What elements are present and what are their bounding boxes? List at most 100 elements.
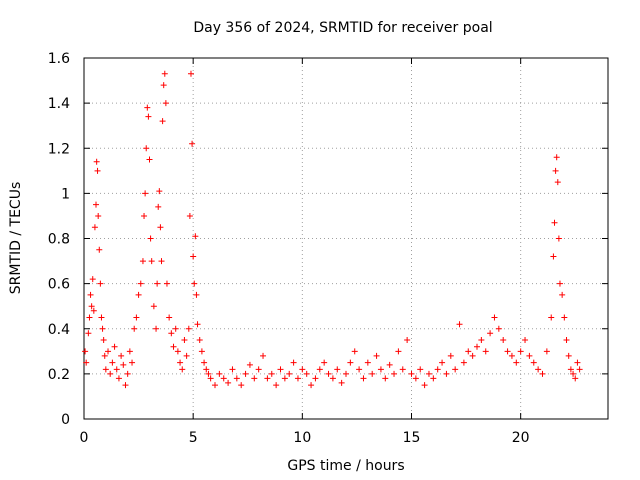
data-point xyxy=(120,361,127,368)
data-point xyxy=(382,375,389,382)
data-point xyxy=(97,280,104,287)
data-point xyxy=(321,359,328,366)
data-point xyxy=(95,212,102,219)
data-point xyxy=(364,359,371,366)
data-point xyxy=(552,167,559,174)
data-point xyxy=(201,359,208,366)
data-point xyxy=(225,379,232,386)
data-point xyxy=(574,359,581,366)
data-point xyxy=(190,253,197,260)
data-point xyxy=(559,291,566,298)
data-point xyxy=(105,348,112,355)
data-point xyxy=(482,348,489,355)
data-point xyxy=(203,366,210,373)
data-point xyxy=(99,325,106,332)
data-point xyxy=(144,104,151,111)
data-point xyxy=(198,348,205,355)
chart-title: Day 356 of 2024, SRMTID for receiver poa… xyxy=(193,20,492,36)
x-tick-label: 5 xyxy=(189,430,198,446)
data-point xyxy=(157,224,164,231)
data-point xyxy=(343,370,349,377)
data-point xyxy=(478,337,485,344)
y-tick-label: 0.6 xyxy=(48,277,70,293)
data-point xyxy=(504,348,511,355)
data-point xyxy=(377,366,384,373)
data-point xyxy=(174,348,181,355)
data-point xyxy=(550,253,557,260)
data-point xyxy=(94,167,101,174)
data-point xyxy=(91,224,98,231)
data-point xyxy=(181,337,188,344)
y-tick-label: 0.4 xyxy=(48,322,70,338)
data-point xyxy=(87,291,94,298)
data-point xyxy=(162,100,169,107)
data-point xyxy=(156,188,163,195)
data-point xyxy=(139,258,146,265)
data-point xyxy=(543,348,550,355)
x-axis-label: GPS time / hours xyxy=(287,458,404,474)
data-point xyxy=(90,307,97,314)
data-points xyxy=(82,70,583,389)
data-point xyxy=(111,343,118,350)
data-point xyxy=(495,325,502,332)
data-point xyxy=(299,366,306,373)
data-point xyxy=(137,280,144,287)
data-point xyxy=(430,375,437,382)
data-point xyxy=(233,375,240,382)
data-point xyxy=(474,343,480,350)
data-point xyxy=(452,366,459,373)
data-point xyxy=(553,154,560,161)
data-point xyxy=(425,370,432,377)
data-point xyxy=(421,382,428,389)
data-point xyxy=(86,314,93,321)
data-point xyxy=(141,212,148,219)
y-axis-label: SRMTID / TECUs xyxy=(8,182,24,295)
data-point xyxy=(530,359,537,366)
y-tick-label: 1.4 xyxy=(48,96,70,112)
y-tick-label: 1 xyxy=(61,186,70,202)
data-point xyxy=(522,337,529,344)
data-point xyxy=(100,337,107,344)
data-point xyxy=(264,375,271,382)
data-point xyxy=(404,337,411,344)
data-point xyxy=(131,325,138,332)
data-point xyxy=(148,258,155,265)
data-point xyxy=(207,375,214,382)
data-point xyxy=(391,370,398,377)
data-point xyxy=(551,219,558,226)
data-point xyxy=(412,375,419,382)
data-point xyxy=(159,118,166,125)
data-point xyxy=(399,366,406,373)
data-point xyxy=(88,303,95,310)
data-point xyxy=(286,370,293,377)
x-tick-label: 10 xyxy=(293,430,311,446)
data-point xyxy=(142,190,149,197)
data-point xyxy=(290,359,297,366)
data-point xyxy=(161,70,168,77)
data-point xyxy=(539,370,546,377)
data-point xyxy=(565,352,572,359)
data-point xyxy=(93,158,100,165)
data-point xyxy=(408,370,415,377)
data-point xyxy=(316,366,323,373)
data-point xyxy=(277,366,284,373)
data-point xyxy=(229,366,236,373)
y-tick-label: 0.2 xyxy=(48,367,70,383)
data-point xyxy=(513,359,520,366)
data-point xyxy=(338,379,345,386)
data-point xyxy=(194,321,201,328)
data-point xyxy=(268,370,275,377)
data-point xyxy=(238,382,245,389)
y-tick-labels: 0 0.2 0.4 0.6 0.8 1 1.2 1.4 1.6 xyxy=(48,51,70,428)
data-point xyxy=(85,330,92,337)
data-point xyxy=(356,366,363,373)
data-point xyxy=(329,375,336,382)
x-tick-label: 15 xyxy=(403,430,421,446)
data-point xyxy=(133,314,140,321)
data-point xyxy=(160,82,167,89)
data-point xyxy=(556,280,563,287)
data-point xyxy=(251,375,258,382)
data-point xyxy=(193,291,200,298)
data-point xyxy=(460,359,467,366)
